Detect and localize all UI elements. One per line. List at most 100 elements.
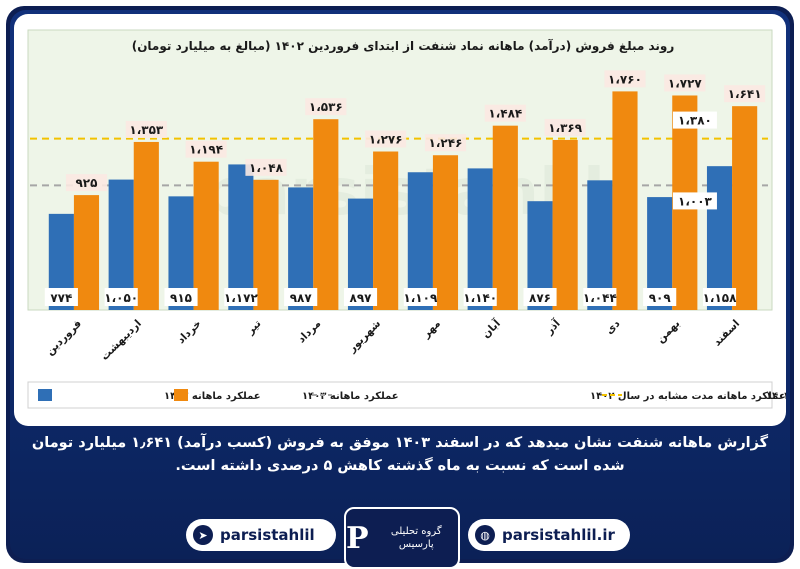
chart-title: روند مبلغ فروش (درآمد) ماهانه نماد شنفت …: [132, 38, 675, 54]
telegram-handle: parsistahlil: [220, 526, 315, 544]
value-box-1402: [164, 288, 198, 306]
value-box-1403: [185, 140, 227, 158]
bar-1403: [373, 151, 399, 310]
bar-1402: [706, 166, 733, 310]
bar-1403: [492, 125, 518, 311]
value-label-1403: ۱،۶۴۱: [728, 87, 762, 101]
value-box-1403: [544, 118, 586, 136]
avg-value-box-0: [672, 111, 717, 129]
x-tick-label: شهریور: [345, 318, 383, 356]
value-box-1402: [463, 288, 497, 306]
value-box-1403: [724, 85, 766, 103]
title-box: [134, 32, 672, 58]
x-tick-label: آذر: [542, 317, 563, 338]
bar-1402: [228, 164, 254, 310]
value-box-1403: [65, 174, 108, 192]
value-label-1402: ۹۰۹: [649, 291, 672, 305]
value-label-1402: ۱،۰۴۴: [583, 291, 617, 305]
logo: P گروه تحلیلی پارسیس: [344, 507, 460, 569]
value-label-1403: ۱،۲۷۶: [369, 133, 403, 147]
legend: عملکرد ماهانه ۱۴۰۲ عملکرد ماهانه ۱۴۰۳ می…: [38, 389, 786, 402]
bar-1402: [467, 168, 493, 310]
bar-1403: [432, 155, 459, 310]
value-box-1402: [702, 288, 737, 306]
avg-value-label-0: ۱،۳۸۰: [678, 114, 712, 128]
telegram-icon: ➤: [193, 525, 213, 545]
value-label-1402: ۱،۱۵۸: [703, 291, 738, 305]
bar-1403: [133, 141, 159, 310]
value-label-1402: ۸۹۷: [350, 291, 373, 305]
bar-1403: [732, 106, 758, 310]
value-label-1402: ۱،۰۵۰: [104, 291, 138, 305]
website-url: parsistahlil.ir: [502, 526, 615, 544]
chart: روند مبلغ فروش (درآمد) ماهانه نماد شنفت …: [27, 29, 786, 409]
legend-box: [27, 381, 773, 409]
value-box-1402: [583, 288, 617, 306]
legend-label-1403: عملکرد ماهانه ۱۴۰۳: [302, 391, 399, 402]
value-label-1403: ۱،۱۹۴: [189, 143, 223, 157]
value-box-1403: [424, 134, 467, 152]
bar-1403: [552, 139, 578, 310]
x-tick-label: آبان: [479, 317, 503, 341]
bar-1402: [407, 172, 433, 310]
x-tick-label: خرداد: [175, 318, 204, 347]
avg-value-label-1: ۱،۰۰۳: [678, 194, 713, 208]
bar-1403: [193, 161, 219, 310]
value-box-1403: [365, 130, 407, 148]
legend-label-avg-1403: میانگین عملکرد ماهانه ۱۴۰۳: [766, 389, 786, 402]
value-box-1402: [343, 288, 378, 306]
website-link[interactable]: ◍ parsistahlil.ir: [468, 519, 630, 551]
value-label-1403: ۱،۲۴۶: [429, 136, 463, 150]
value-box-1402: [284, 288, 318, 306]
telegram-link[interactable]: ➤ parsistahlil: [186, 519, 336, 551]
x-tick-label: مهر: [420, 318, 443, 341]
value-label-1403: ۱،۳۶۹: [548, 121, 583, 135]
value-box-1402: [224, 288, 258, 306]
value-label-1403: ۹۲۵: [75, 176, 97, 190]
value-label-1403: ۱،۳۵۳: [129, 123, 164, 137]
x-tick-label: دی: [603, 317, 623, 337]
value-box-1403: [245, 158, 287, 176]
legend-label-1402: عملکرد ماهانه ۱۴۰۲: [164, 391, 261, 402]
x-tick-label: مرداد: [295, 318, 323, 346]
value-box-1402: [44, 288, 78, 306]
value-label-1403: ۱،۷۶۰: [608, 72, 642, 86]
footer: ➤ parsistahlil P گروه تحلیلی پارسیس ◍ pa…: [0, 505, 800, 569]
globe-icon: ◍: [475, 525, 495, 545]
value-box-1403: [125, 120, 167, 138]
value-box-1402: [523, 288, 557, 306]
caption: گزارش ماهانه شنفت نشان میدهد که در اسفند…: [31, 435, 769, 474]
value-box-1403: [664, 74, 706, 92]
x-tick-label: تیر: [244, 318, 264, 338]
value-label-1402: ۱،۱۷۲: [224, 291, 259, 305]
logo-mark-icon: P: [346, 520, 369, 556]
bar-1403: [612, 91, 638, 311]
value-box-1403: [604, 70, 646, 88]
value-label-1403: ۱،۵۳۶: [309, 100, 343, 114]
value-label-1403: ۱،۷۲۷: [668, 76, 703, 90]
legend-swatch-1402: [38, 389, 52, 401]
value-label-1402: ۷۷۴: [50, 291, 72, 305]
logo-text: گروه تحلیلی پارسیس: [390, 526, 442, 550]
bar-1403: [313, 119, 339, 310]
bar-1403: [73, 195, 100, 310]
legend-label-avg-1402: میانگین عملکرد ماهانه مدت مشابه در سال ۱…: [590, 389, 786, 402]
value-label-1402: ۱،۱۴۰: [463, 291, 497, 305]
value-label-1402: ۱،۱۰۹: [403, 291, 438, 305]
x-tick-label: فروردین: [44, 318, 84, 358]
value-box-1403: [305, 98, 347, 116]
x-tick-label: بهمن: [655, 318, 683, 346]
x-tick-label: اردیبهشت: [99, 318, 144, 363]
legend-swatch-1403: [174, 389, 188, 401]
value-box-1402: [403, 288, 437, 306]
avg-value-box-1: [672, 192, 717, 210]
value-label-1402: ۸۷۶: [529, 291, 551, 305]
value-box-1402: [643, 288, 677, 306]
value-label-1402: ۹۱۵: [170, 291, 192, 305]
x-tick-label: اسفند: [711, 318, 742, 349]
value-label-1403: ۱،۴۸۴: [488, 107, 522, 121]
bar-1403: [253, 179, 279, 310]
value-label-1402: ۹۸۷: [290, 291, 313, 305]
value-box-1402: [104, 288, 138, 306]
value-label-1403: ۱،۰۴۸: [249, 161, 284, 175]
